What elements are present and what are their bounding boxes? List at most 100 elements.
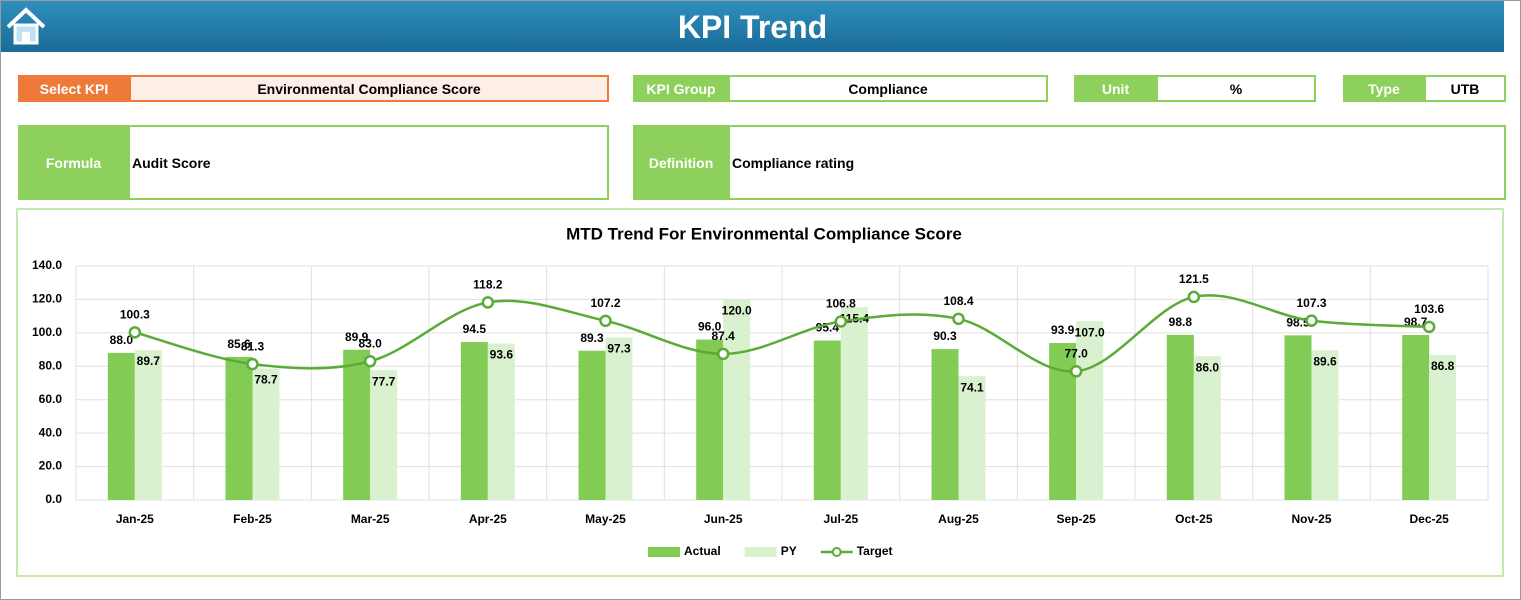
bar	[370, 370, 398, 500]
data-label: 74.1	[960, 380, 984, 394]
data-label: 89.7	[137, 354, 161, 368]
data-label: 93.9	[1051, 323, 1075, 337]
x-tick-label: Feb-25	[233, 512, 272, 526]
home-icon[interactable]	[5, 5, 51, 51]
line	[134, 294, 1430, 373]
x-tick-label: Jan-25	[116, 512, 154, 526]
header: KPI Trend	[1, 1, 1504, 52]
legend-label: Actual	[684, 544, 721, 558]
data-label: 85.6	[227, 337, 251, 351]
bar	[487, 343, 515, 500]
x-tick-label: May-25	[585, 512, 626, 526]
bar	[343, 349, 371, 500]
field-label: Formula	[18, 125, 129, 200]
x-tick-label: Mar-25	[351, 512, 390, 526]
field-value: %	[1156, 75, 1316, 102]
data-label: 106.8	[826, 297, 856, 311]
chart-panel	[16, 208, 1504, 577]
bar	[107, 352, 135, 500]
bar	[813, 340, 841, 500]
data-label: 94.5	[463, 322, 487, 336]
legend-swatch	[744, 547, 777, 557]
bar	[1193, 356, 1221, 500]
data-label: 118.2	[473, 278, 503, 292]
data-label: 108.4	[943, 294, 973, 308]
data-label: 83.0	[358, 336, 382, 350]
y-tick-label: 20.0	[39, 459, 63, 473]
marker	[128, 326, 142, 339]
legend-swatch	[831, 547, 842, 557]
data-label: 96.0	[698, 320, 722, 334]
field-value[interactable]: Environmental Compliance Score	[129, 75, 609, 102]
field-label: Type	[1343, 75, 1425, 102]
field-value: UTB	[1424, 75, 1506, 102]
field-label: Select KPI	[18, 75, 130, 102]
x-tick-label: Jul-25	[823, 512, 858, 526]
bar	[1402, 335, 1430, 500]
bar	[1284, 335, 1312, 500]
x-tick-label: Jun-25	[704, 512, 743, 526]
data-label: 77.0	[1064, 346, 1088, 360]
x-tick-label: Nov-25	[1291, 512, 1331, 526]
y-tick-label: 80.0	[39, 358, 63, 372]
data-label: 107.0	[1075, 325, 1105, 339]
x-tick-label: Dec-25	[1409, 512, 1449, 526]
legend-swatch	[648, 547, 680, 557]
marker	[1422, 320, 1436, 334]
data-label: 77.7	[372, 374, 396, 388]
page-title: KPI Trend	[677, 9, 828, 45]
field-value: Compliance rating	[728, 125, 1506, 200]
data-label: 90.3	[933, 329, 957, 343]
data-label: 78.7	[254, 373, 278, 387]
marker	[834, 315, 848, 328]
marker	[716, 347, 730, 361]
data-label: 89.6	[1313, 354, 1337, 368]
marker	[599, 314, 612, 328]
x-tick-label: Aug-25	[938, 512, 979, 526]
field-label: Unit	[1074, 75, 1157, 102]
data-label: 93.6	[490, 348, 514, 362]
data-label: 103.6	[1414, 302, 1444, 316]
bar	[1166, 334, 1194, 500]
marker	[952, 312, 965, 326]
y-tick-label: 120.0	[32, 292, 62, 306]
data-label: 86.0	[1196, 360, 1220, 374]
bar	[225, 356, 253, 500]
data-label: 95.4	[816, 321, 840, 335]
data-label: 89.9	[345, 330, 369, 344]
bar	[578, 350, 606, 500]
marker	[481, 296, 495, 309]
data-label: 97.3	[607, 342, 631, 356]
bar	[252, 368, 280, 500]
bar	[723, 299, 751, 500]
y-tick-label: 0.0	[45, 492, 62, 506]
chart-title: MTD Trend For Environmental Compliance S…	[566, 224, 962, 243]
field-label: KPI Group	[633, 75, 729, 102]
marker	[1187, 290, 1201, 304]
bar	[460, 342, 488, 500]
y-tick-label: 40.0	[39, 425, 63, 439]
bar	[134, 350, 162, 500]
bar	[1076, 321, 1104, 500]
marker	[1069, 365, 1083, 378]
bar	[931, 349, 959, 500]
field-label: Definition	[633, 125, 729, 200]
x-tick-label: Oct-25	[1175, 512, 1213, 526]
bar	[605, 337, 633, 500]
data-label: 87.4	[711, 329, 735, 343]
marker	[1305, 314, 1318, 327]
marker	[246, 357, 259, 371]
marker	[363, 355, 377, 368]
bar	[958, 376, 986, 500]
field-value: Audit Score	[128, 125, 609, 200]
x-tick-label: Apr-25	[469, 512, 507, 526]
bar	[1311, 350, 1339, 500]
data-label: 86.8	[1431, 359, 1455, 373]
legend-label: PY	[781, 544, 797, 558]
data-label: 81.3	[241, 339, 265, 353]
data-label: 88.0	[110, 333, 134, 347]
data-label: 89.3	[580, 331, 604, 345]
y-tick-label: 140.0	[32, 258, 62, 272]
